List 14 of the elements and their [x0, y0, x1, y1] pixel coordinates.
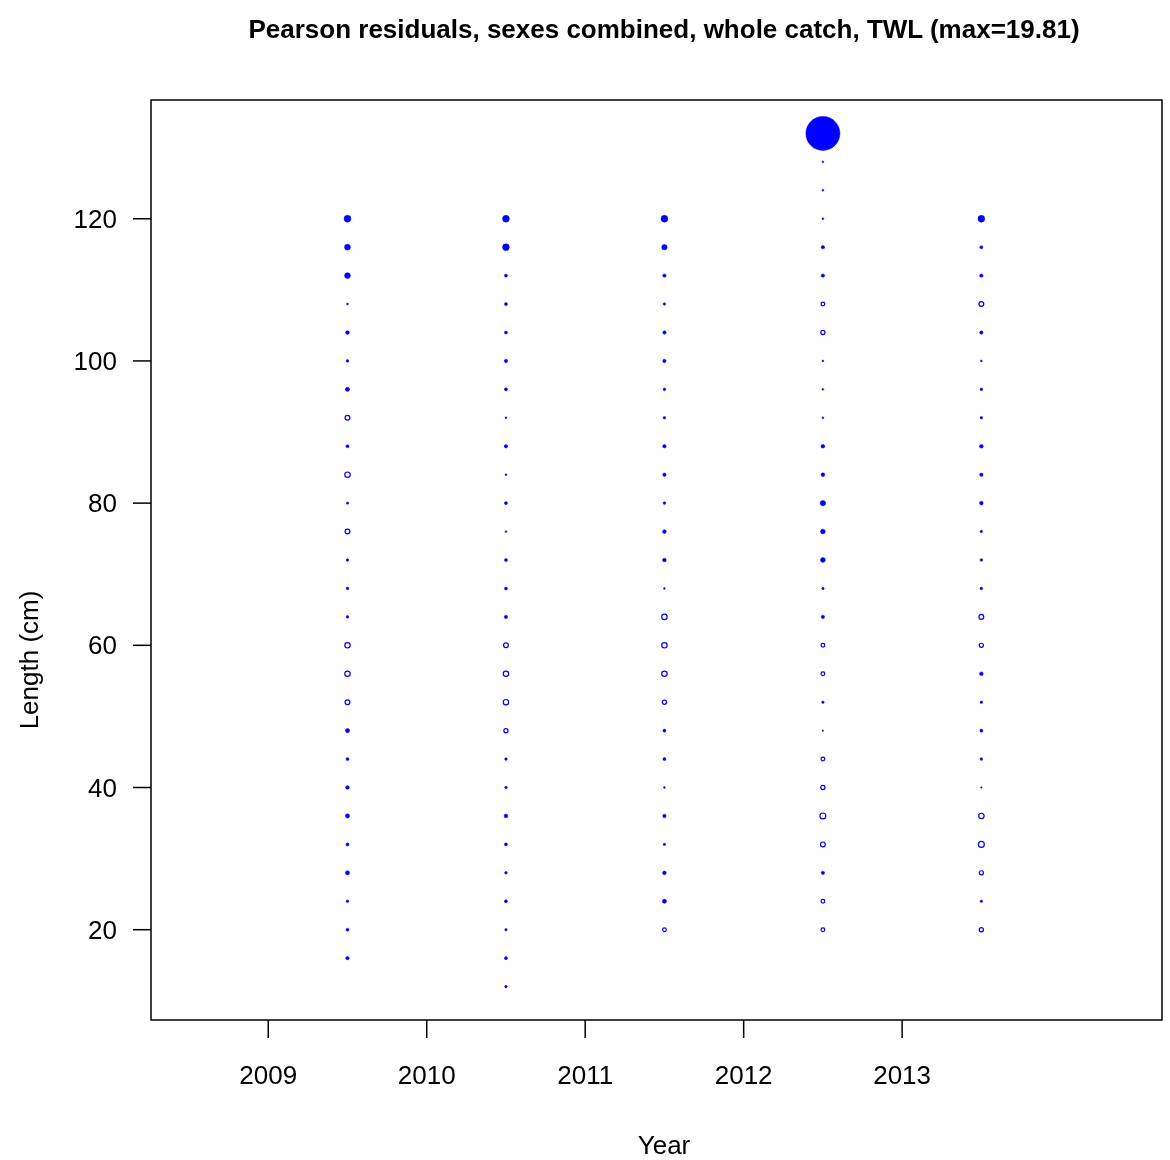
x-tick-label: 2010	[397, 1060, 456, 1090]
x-tick-label: 2011	[557, 1060, 614, 1090]
y-tick-label: 100	[73, 346, 117, 377]
y-axis-title: Length (cm)	[14, 590, 44, 730]
y-tick-label: 120	[73, 203, 117, 234]
x-axis-title: Year	[637, 1130, 691, 1160]
y-tick-label: 60	[88, 630, 117, 661]
y-tick-label: 20	[88, 914, 117, 945]
x-tick-label: 2009	[239, 1060, 298, 1090]
chart-title: Pearson residuals, sexes combined, whole catch, TWL (max=19.81)	[248, 14, 1080, 44]
y-tick-label: 80	[88, 488, 117, 519]
x-tick-label: 2013	[873, 1060, 932, 1090]
x-tick-label: 2012	[714, 1060, 773, 1090]
y-tick-label: 40	[88, 772, 117, 803]
